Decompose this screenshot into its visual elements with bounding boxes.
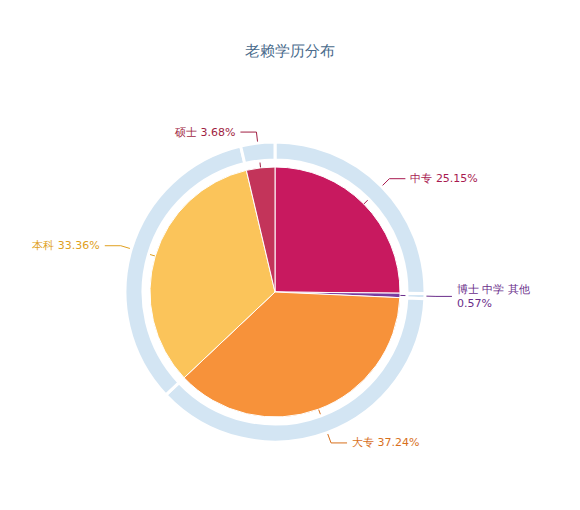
svg-text:本科 33.36%: 本科 33.36% [32,239,99,252]
svg-text:老赖学历分布: 老赖学历分布 [245,42,335,60]
svg-text:0.57%: 0.57% [457,297,492,310]
svg-text:大专 37.24%: 大专 37.24% [352,436,419,449]
svg-text:硕士 3.68%: 硕士 3.68% [174,126,235,139]
svg-text:中专 25.15%: 中专 25.15% [410,172,477,185]
svg-text:博士 中学 其他: 博士 中学 其他 [457,283,530,296]
